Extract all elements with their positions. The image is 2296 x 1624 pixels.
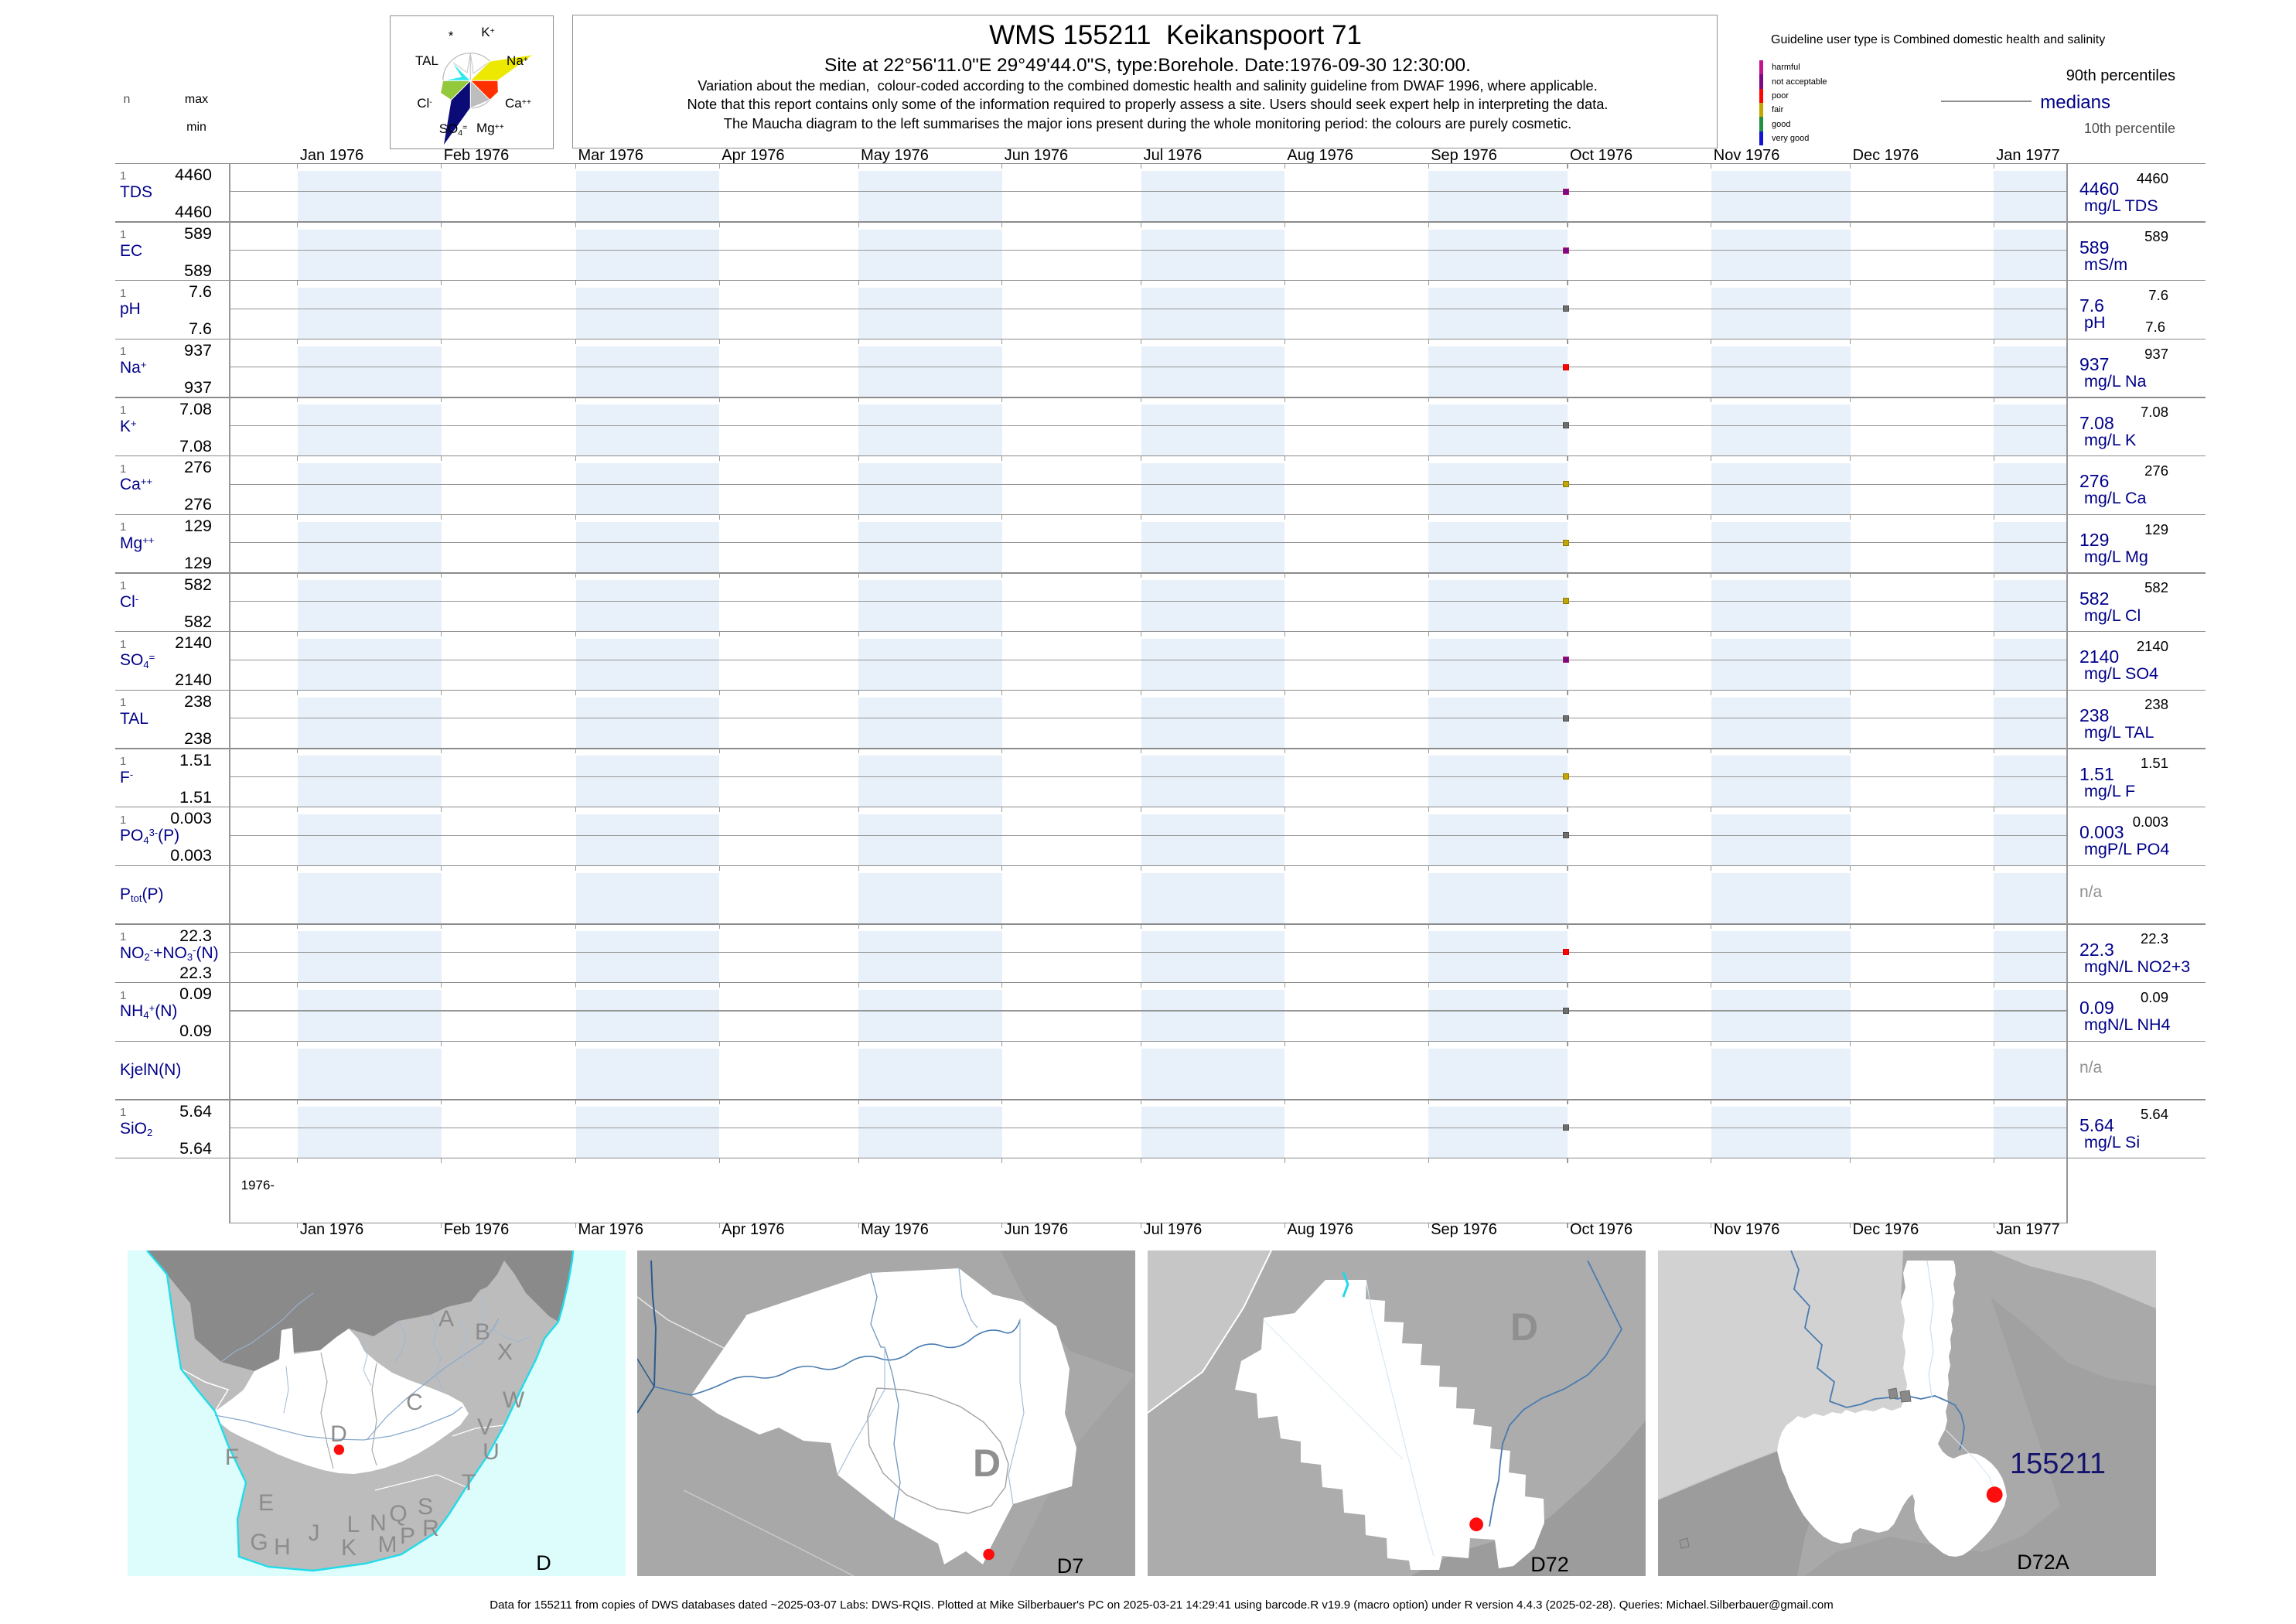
svg-text:M: M: [378, 1532, 397, 1557]
svg-text:T: T: [462, 1470, 476, 1496]
svg-text:X: X: [497, 1339, 513, 1365]
svg-text:155211: 155211: [2010, 1448, 2106, 1480]
svg-text:P: P: [400, 1523, 415, 1549]
svg-text:F: F: [225, 1445, 239, 1470]
svg-text:V: V: [477, 1414, 493, 1440]
svg-text:D72: D72: [1530, 1553, 1569, 1576]
svg-text:A: A: [438, 1306, 454, 1332]
svg-text:U: U: [483, 1439, 500, 1465]
svg-text:D: D: [1510, 1305, 1538, 1349]
svg-text:Q: Q: [390, 1501, 408, 1527]
svg-text:G: G: [251, 1530, 268, 1555]
svg-text:D72A: D72A: [2017, 1551, 2069, 1574]
svg-text:D: D: [331, 1421, 348, 1447]
svg-text:D7: D7: [1057, 1554, 1084, 1576]
svg-text:L: L: [347, 1512, 360, 1537]
svg-text:B: B: [475, 1319, 490, 1345]
svg-text:H: H: [275, 1534, 292, 1560]
svg-text:W: W: [503, 1387, 525, 1413]
svg-text:R: R: [423, 1516, 440, 1541]
svg-text:E: E: [258, 1490, 274, 1516]
svg-text:K: K: [341, 1535, 357, 1561]
svg-text:C: C: [407, 1390, 424, 1415]
svg-text:D: D: [537, 1551, 552, 1575]
svg-text:N: N: [370, 1510, 387, 1536]
svg-text:S: S: [418, 1494, 433, 1520]
svg-text:D: D: [973, 1441, 1001, 1485]
svg-text:J: J: [309, 1520, 320, 1546]
